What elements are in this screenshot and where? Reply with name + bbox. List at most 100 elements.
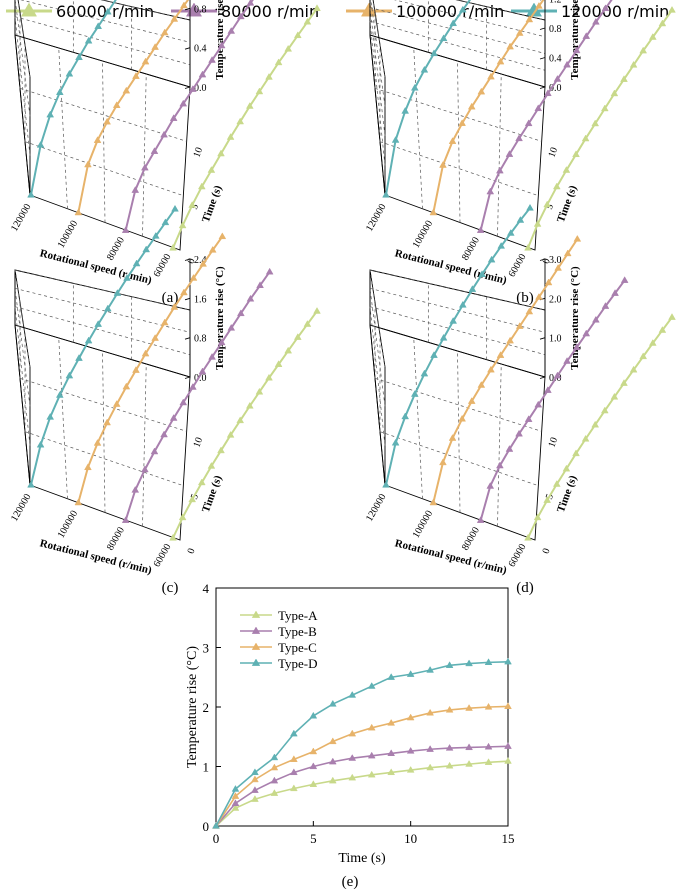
series-point-80000	[563, 60, 571, 68]
series-point-80000	[217, 41, 226, 49]
series-point-100000	[525, 15, 534, 23]
z-tick-label: 2.0	[549, 294, 562, 305]
series-point-120000	[410, 390, 419, 397]
series-point-100000	[160, 318, 169, 326]
z-tick-label: 1.0	[549, 334, 562, 345]
legend-marker	[251, 610, 261, 618]
z-tick-label: 0.0	[194, 373, 207, 384]
legend-label: Type-A	[278, 608, 318, 623]
series-point-60000	[197, 182, 206, 190]
series-point-80000	[141, 465, 149, 473]
series-point-100000	[103, 418, 111, 426]
series-point-120000	[27, 480, 35, 488]
series-point-80000	[505, 150, 514, 157]
series-point-80000	[208, 56, 216, 63]
series-point-80000	[553, 371, 562, 379]
speed-tick-label: 120000	[9, 492, 34, 523]
series-line-100000	[432, 0, 545, 213]
series-point-120000	[449, 317, 458, 324]
series-point-120000	[516, 216, 525, 223]
z-tick	[539, 86, 546, 89]
series-point-100000	[477, 87, 486, 95]
series-point-120000	[487, 255, 496, 263]
series-point-100000	[103, 117, 111, 125]
series-point-Type-A	[484, 758, 493, 765]
series-point-Type-C	[406, 713, 415, 721]
series-point-80000	[592, 315, 600, 323]
series-point-Type-D	[231, 785, 240, 792]
series-point-100000	[132, 366, 140, 373]
z-tick	[539, 27, 546, 30]
series-point-100000	[506, 42, 514, 50]
z-tick-label: 0.0	[549, 83, 562, 94]
series-point-100000	[477, 381, 486, 388]
series-point-80000	[524, 415, 533, 422]
grid-line	[379, 141, 539, 196]
speed-tick-label: 100000	[411, 219, 436, 250]
series-point-Type-C	[445, 705, 454, 713]
series-point-120000	[103, 7, 112, 15]
series-point-Type-C	[251, 775, 259, 783]
z-tick-label: 0.8	[194, 4, 207, 15]
series-point-100000	[544, 278, 553, 286]
series-point-Type-D	[426, 666, 434, 673]
series-point-60000	[533, 513, 542, 521]
time-tick-label: 10	[191, 146, 205, 159]
series-point-100000	[458, 414, 466, 422]
series-point-120000	[410, 83, 419, 91]
y-tick-label: 0	[203, 819, 210, 834]
series-point-120000	[84, 36, 93, 44]
series-point-Type-C	[367, 723, 376, 731]
speed-tick-label: 100000	[56, 509, 81, 540]
speed-tick-label: 80000	[460, 525, 482, 552]
series-point-100000	[122, 382, 131, 390]
series-point-100000	[515, 29, 524, 36]
series-point-Type-A	[445, 761, 454, 769]
x-tick-label: 15	[502, 831, 515, 846]
series-point-60000	[207, 166, 216, 173]
panel-label: (b)	[516, 290, 534, 306]
series-point-80000	[217, 338, 226, 346]
series-line-Type-D	[215, 660, 509, 827]
series-point-100000	[141, 349, 150, 357]
series-point-60000	[236, 117, 245, 125]
z-tick-label: 0.8	[194, 334, 207, 345]
series-point-80000	[505, 445, 514, 452]
series-point-100000	[93, 136, 102, 143]
series-point-Type-A	[328, 776, 337, 784]
series-point-Type-D	[309, 711, 318, 719]
series-point-60000	[245, 401, 254, 409]
legend-marker	[251, 642, 261, 650]
series-point-Type-C	[504, 702, 512, 709]
series-point-120000	[439, 34, 448, 42]
z-axis-label: Temperature rise (°C)	[214, 0, 226, 80]
z-tick	[184, 258, 191, 261]
time-tick-label: 0	[186, 257, 198, 265]
grid-line	[19, 87, 187, 142]
series-point-80000	[179, 99, 188, 107]
speed-tick-label: 60000	[507, 252, 529, 279]
series-point-80000	[227, 27, 236, 34]
speed-tick-label: 80000	[460, 235, 482, 262]
series-point-100000	[448, 434, 457, 441]
series-point-60000	[274, 360, 283, 367]
series-point-Type-D	[212, 821, 220, 829]
series-point-100000	[74, 208, 83, 216]
series-point-100000	[160, 28, 169, 36]
series-point-100000	[439, 458, 447, 466]
grid-line	[457, 350, 461, 513]
grid-line	[457, 60, 461, 223]
series-point-80000	[553, 75, 562, 82]
series-point-Type-C	[348, 729, 357, 737]
series-point-60000	[303, 320, 312, 327]
grid-line	[19, 377, 187, 432]
series-point-Type-D	[445, 661, 454, 668]
series-point-Type-A	[426, 763, 434, 771]
series-point-Type-A	[231, 804, 240, 811]
grid-line	[14, 269, 31, 368]
legend-label: Type-C	[278, 640, 317, 655]
series-point-Type-C	[484, 702, 493, 710]
series-line-120000	[30, 208, 176, 486]
series-point-60000	[226, 430, 235, 438]
series-point-60000	[533, 220, 542, 227]
